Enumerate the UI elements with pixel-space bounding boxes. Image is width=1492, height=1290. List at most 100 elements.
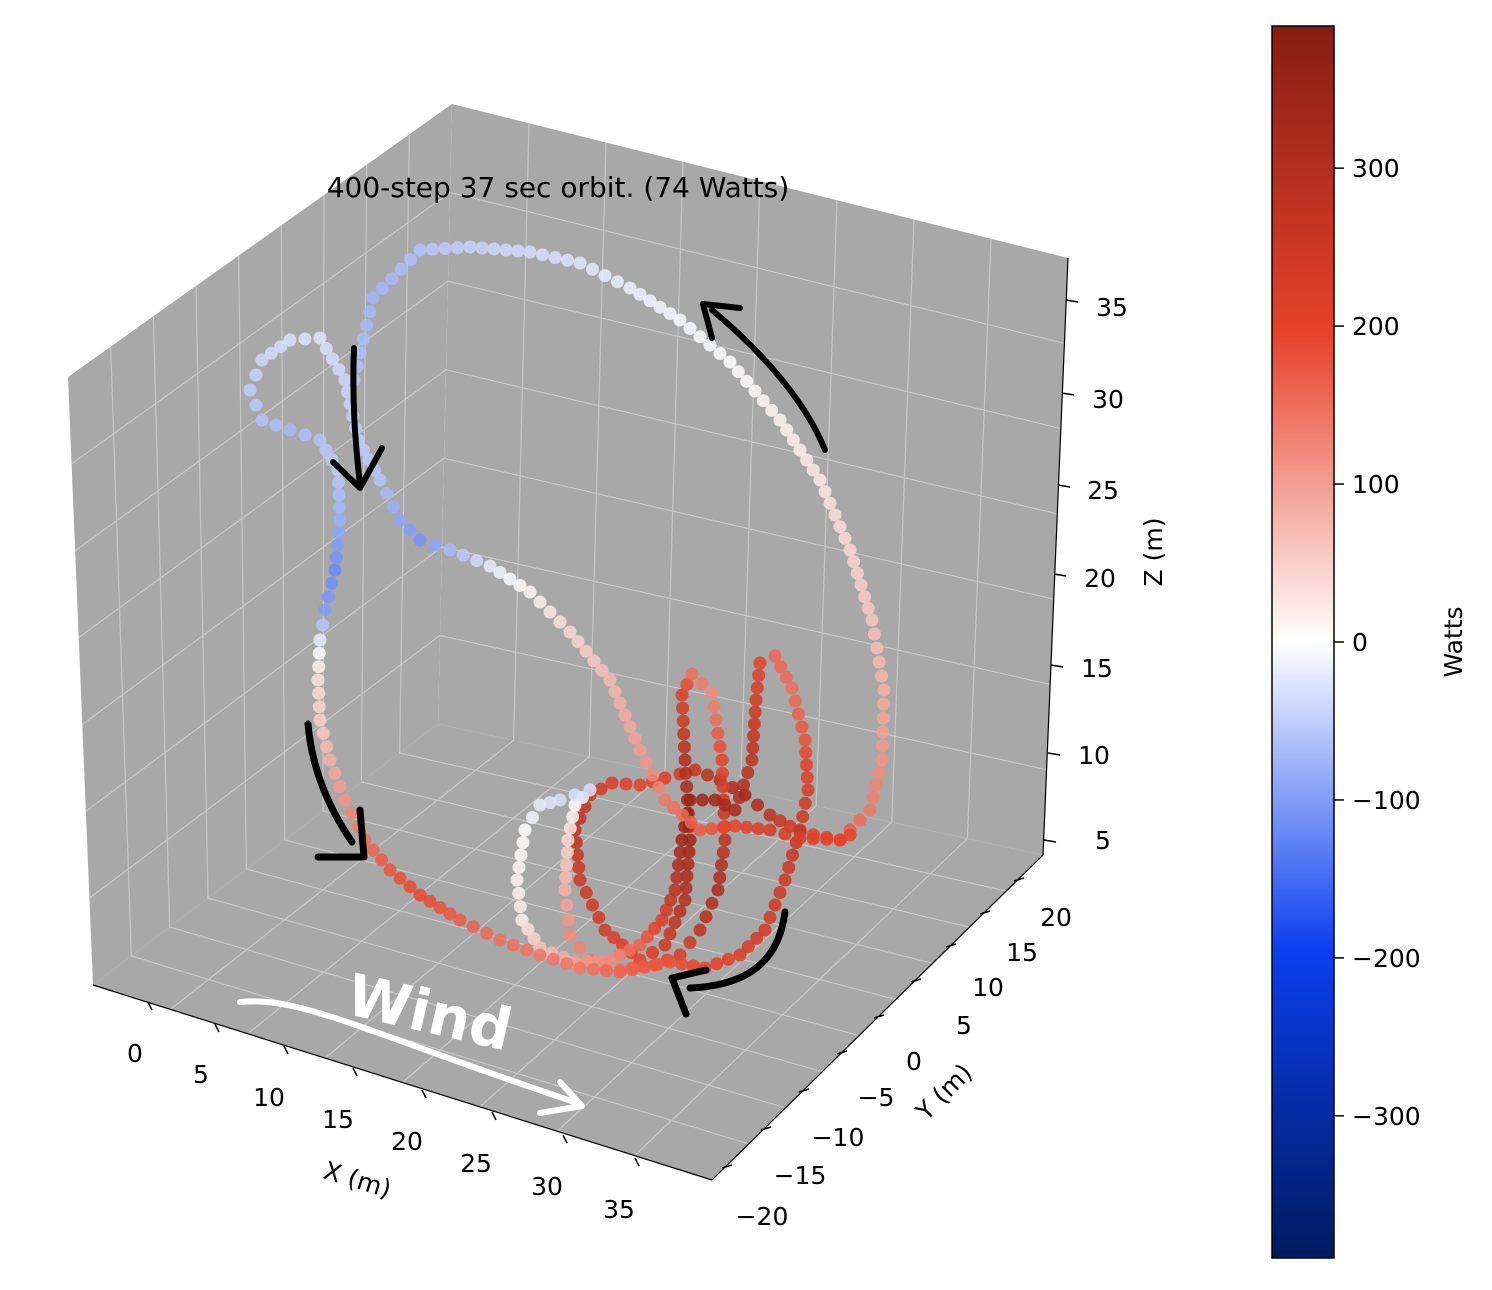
orbit-point	[512, 886, 526, 900]
orbit-point	[563, 821, 577, 835]
x-tick-label: 10	[253, 1083, 285, 1112]
orbit-point	[333, 513, 347, 527]
orbit-point	[573, 961, 587, 975]
orbit-point	[312, 700, 326, 714]
orbit-point	[711, 726, 725, 740]
z-axis-label: Z (m)	[1139, 518, 1168, 587]
orbit-point	[321, 590, 335, 604]
z-tick-label: 35	[1096, 293, 1128, 322]
orbit-point	[728, 819, 742, 833]
orbit-point	[312, 646, 326, 660]
orbit-point	[393, 513, 407, 527]
orbit-point	[443, 543, 457, 557]
orbit-point	[715, 858, 728, 872]
orbit-point	[876, 725, 890, 739]
orbit-point	[731, 365, 745, 379]
orbit-point	[705, 686, 719, 700]
orbit-point	[561, 913, 575, 927]
orbit-point	[679, 766, 693, 780]
orbit-point	[613, 965, 627, 979]
orbit-point	[786, 433, 800, 447]
orbit-point	[332, 526, 346, 539]
orbit-point	[571, 848, 584, 862]
orbit-point	[385, 272, 399, 286]
orbit-point	[709, 713, 723, 727]
orbit-point	[598, 923, 612, 937]
colorbar-ticks: 300 200 100 0 −100 −200 −300	[1334, 154, 1421, 1131]
orbit-point	[518, 823, 532, 837]
orbit-point	[847, 555, 861, 569]
orbit-point	[693, 823, 707, 837]
colorbar-label: Watts	[1439, 606, 1468, 677]
orbit-point	[386, 500, 400, 514]
orbit-point	[628, 731, 642, 745]
arrow-lower-left-icon	[304, 720, 356, 846]
orbit-point	[626, 963, 639, 976]
orbit-point	[747, 717, 761, 731]
orbit-point	[605, 776, 619, 790]
z-tick-mark	[1050, 664, 1064, 668]
orbit-point	[737, 778, 750, 792]
orbit-point	[675, 957, 689, 971]
y-tick-label: −10	[812, 1123, 865, 1152]
arrow-top-right-head-icon	[700, 301, 743, 341]
orbit-point	[499, 243, 513, 257]
orbit-point	[433, 901, 447, 914]
orbit-point	[638, 960, 652, 974]
direction-arrows	[304, 301, 828, 1018]
orbit-point	[595, 663, 609, 677]
z-axis-line	[1042, 257, 1069, 856]
orbit-point	[741, 766, 755, 779]
orbit-point	[763, 823, 777, 837]
orbit-point	[608, 685, 622, 699]
orbit-point	[360, 318, 374, 332]
orbit-point	[312, 660, 326, 674]
x-axis-line	[92, 984, 713, 1181]
orbit-point	[746, 741, 760, 755]
orbit-point	[586, 962, 600, 976]
orbit-point	[470, 554, 484, 568]
orbit-point	[676, 714, 690, 728]
orbit-point	[751, 798, 764, 812]
orbit-point	[560, 846, 574, 859]
colorbar-tick-label: 0	[1352, 628, 1368, 657]
orbit-point	[249, 368, 263, 382]
grid-line-z	[85, 546, 1051, 812]
orbit-point	[586, 898, 599, 912]
orbit-point	[403, 880, 417, 894]
orbit-point	[756, 394, 770, 408]
orbit-point	[696, 793, 709, 807]
x-tick-label: 25	[460, 1149, 492, 1178]
wind-arrow-head-icon	[537, 1079, 585, 1116]
arrow-down-icon	[350, 345, 363, 488]
colorbar-tick-label: 100	[1352, 470, 1400, 499]
orbit-point	[870, 641, 884, 655]
orbit-point	[748, 384, 762, 398]
orbit-point	[663, 955, 677, 969]
orbit-point	[325, 576, 339, 590]
x-tick-mark	[352, 1067, 358, 1077]
orbit-point	[463, 240, 477, 254]
orbit-point	[579, 886, 593, 899]
z-tick-label: 25	[1087, 476, 1119, 505]
orbit-point	[413, 888, 427, 902]
z-tick-mark	[1053, 573, 1067, 577]
orbit-point	[680, 869, 694, 883]
orbit-point	[750, 931, 764, 945]
x-tick-label: 0	[127, 1039, 143, 1068]
grid-line-z	[89, 634, 1047, 899]
wind-arrow-icon	[237, 998, 583, 1107]
orbit-point	[513, 579, 527, 592]
orbit-point	[571, 635, 585, 649]
z-tick-mark	[1065, 299, 1079, 303]
orbit-point	[843, 543, 857, 557]
orbit-point	[716, 766, 729, 780]
orbit-point	[513, 900, 527, 914]
orbit-point	[426, 242, 439, 256]
orbit-point	[670, 871, 684, 884]
orbit-point	[728, 803, 742, 817]
orbit-point	[745, 753, 759, 767]
grid-line-y	[322, 194, 933, 964]
arrow-bottom-head-icon	[668, 966, 710, 1018]
